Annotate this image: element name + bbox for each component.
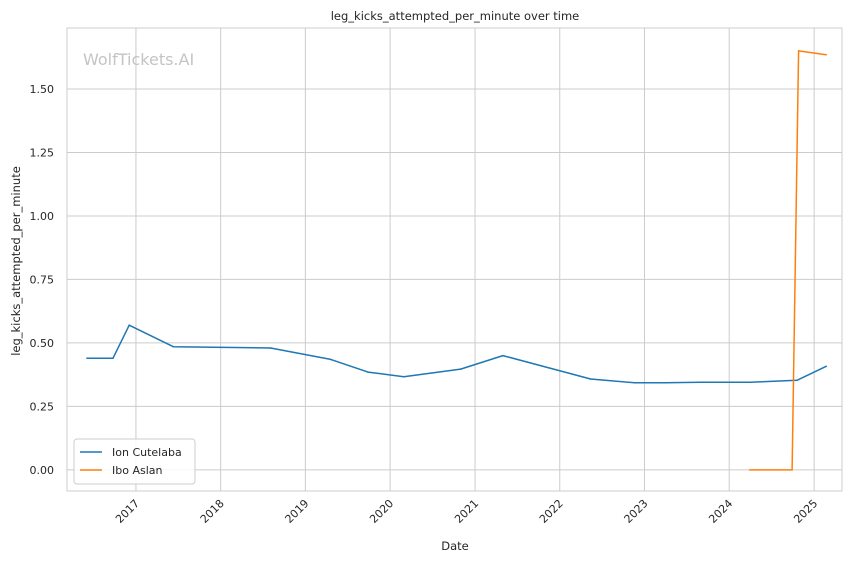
x-tick-label: 2017 [113, 497, 142, 526]
data-point [749, 381, 751, 384]
legend-box [73, 438, 196, 485]
y-tick-label: 1.50 [30, 83, 55, 96]
data-point [796, 379, 798, 382]
data-point [700, 381, 702, 384]
data-point [633, 382, 636, 384]
y-tick-label: 0.25 [30, 400, 55, 413]
y-tick-label: 1.00 [30, 210, 55, 223]
x-tick-label: 2019 [283, 497, 312, 526]
x-tick-label: 2018 [198, 497, 227, 526]
legend-label: Ibo Aslan [112, 464, 163, 477]
legend: Ion Cutelaba Ibo Aslan [73, 438, 196, 485]
data-point [589, 378, 592, 380]
data-point [86, 357, 88, 359]
data-point [502, 354, 504, 357]
grid [67, 28, 842, 491]
x-tick-label: 2021 [452, 497, 481, 526]
data-point [825, 53, 828, 56]
x-tick-labels: 2017 2018 2019 2020 2021 2022 2023 2024 2025 [113, 497, 820, 526]
data-point [664, 382, 667, 384]
y-tick-label: 1.25 [30, 146, 55, 159]
x-tick-label: 2023 [622, 497, 651, 526]
data-point [825, 365, 828, 368]
y-axis-title: leg_kicks_attempted_per_minute [9, 166, 23, 356]
x-axis-title: Date [441, 539, 469, 553]
x-tick-label: 2025 [791, 497, 820, 526]
y-tick-labels: 0.00 0.25 0.50 0.75 1.00 1.25 1.50 [30, 83, 55, 477]
data-point [112, 357, 114, 359]
y-tick-label: 0.50 [30, 337, 55, 350]
y-tick-label: 0.00 [30, 464, 55, 477]
x-tick-label: 2020 [367, 497, 396, 526]
legend-label: Ion Cutelaba [112, 446, 182, 459]
series-lines [86, 50, 828, 471]
data-point [797, 50, 800, 52]
data-point [749, 469, 751, 471]
data-point [791, 469, 793, 471]
plot-frame [66, 27, 843, 492]
data-point [367, 371, 369, 373]
series-line-1 [749, 50, 827, 471]
data-point [329, 358, 332, 361]
y-tick-label: 0.75 [30, 273, 55, 286]
x-tick-label: 2022 [537, 497, 566, 526]
data-point [402, 375, 405, 378]
data-point [459, 368, 462, 370]
chart-title: leg_kicks_attempted_per_minute over time [331, 9, 580, 23]
x-tick-label: 2024 [706, 497, 735, 526]
data-point [172, 345, 175, 348]
series-line-0 [87, 324, 827, 384]
watermark-text: WolfTickets.AI [83, 50, 194, 69]
data-point [128, 324, 131, 326]
data-point [269, 347, 272, 349]
